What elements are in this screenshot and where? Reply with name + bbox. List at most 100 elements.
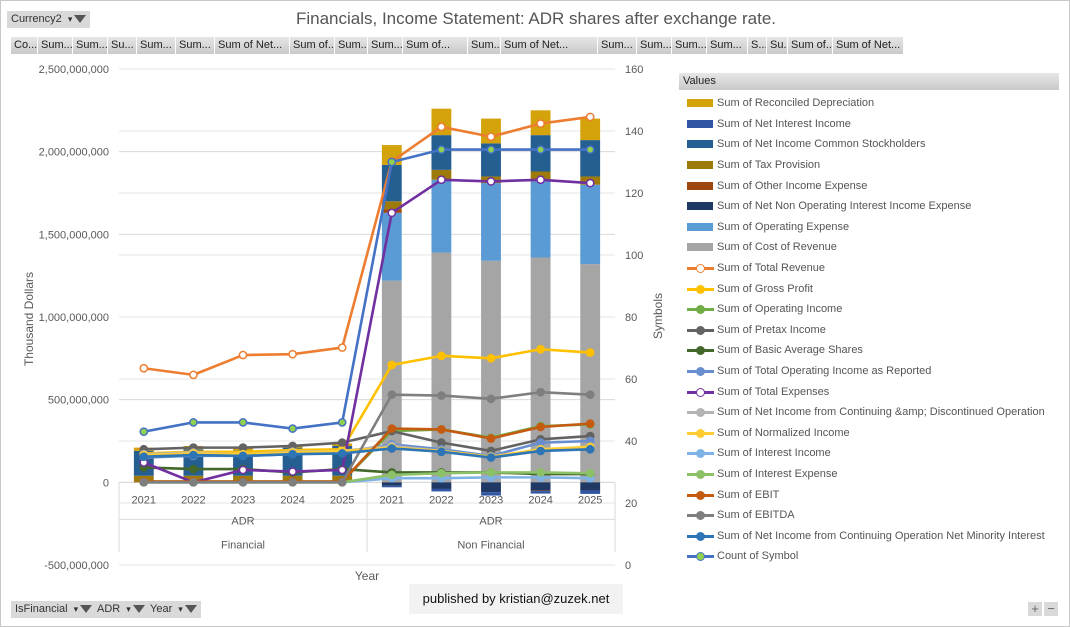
legend-label: Sum of Net Interest Income [717,117,851,130]
legend-item[interactable]: Sum of Net Income from Continuing &amp; … [687,402,1045,423]
line-marker-icon [687,529,714,543]
x-tick-label: 2021 [132,494,156,506]
value-field-button[interactable]: Sum... [598,37,636,54]
legend-item[interactable]: Sum of Net Non Operating Interest Income… [687,196,1045,217]
value-field-button[interactable]: Su... [108,37,136,54]
legend-item[interactable]: Sum of Net Income Common Stockholders [687,134,1045,155]
legend-item[interactable]: Sum of Basic Average Shares [687,340,1045,361]
value-field-button[interactable]: Sum... [73,37,107,54]
legend-item[interactable]: Sum of EBIT [687,484,1045,505]
y2-axis-title: Symbols [651,293,665,339]
value-field-button[interactable]: Sum of Net... [215,37,289,54]
series-marker [585,348,595,357]
dropdown-arrow-icon: ▾ [73,604,79,614]
legend-item[interactable]: Sum of Total Revenue [687,258,1045,279]
series-marker [189,370,198,380]
x-tick-label: 2022 [429,494,453,506]
value-field-button[interactable]: Sum... [468,37,500,54]
legend-label: Sum of Basic Average Shares [717,344,863,357]
value-field-button[interactable]: Su... [767,37,787,54]
legend-label: Sum of Net Income from Continuing Operat… [717,529,1045,542]
series-marker [585,390,595,400]
legend-item[interactable]: Sum of Gross Profit [687,278,1045,299]
value-field-button[interactable]: Sum... [176,37,214,54]
series-marker [288,477,297,487]
value-field-button[interactable]: Co... [11,37,37,54]
value-field-button[interactable]: Sum... [707,37,747,54]
legend-item[interactable]: Sum of Total Expenses [687,381,1045,402]
legend-item[interactable]: Sum of Reconciled Depreciation [687,93,1045,114]
value-field-button[interactable]: Sum... [335,37,367,54]
collapse-field-button[interactable]: − [1044,602,1058,616]
legend-item[interactable]: Sum of Interest Income [687,443,1045,464]
line-marker-icon [687,364,714,378]
legend-item[interactable]: Sum of Cost of Revenue [687,237,1045,258]
currency2-filter-button[interactable]: Currency2 ▾ [7,11,91,28]
value-field-button[interactable]: Sum... [672,37,706,54]
adr-field-button[interactable]: ADR ▾ [93,601,149,618]
bar-segment [481,118,501,144]
value-field-button[interactable]: Sum of Net... [833,37,903,54]
series-marker [536,422,545,432]
series-marker [585,145,595,154]
bar-segment [381,485,402,488]
value-field-button[interactable]: Sum of... [290,37,334,54]
series-line [143,115,591,377]
series-marker [288,467,297,476]
bar-swatch-icon [687,158,714,172]
bar-segment [530,491,551,494]
legend-label: Sum of Cost of Revenue [717,241,837,254]
line-marker-icon [687,261,714,275]
legend-label: Sum of Reconciled Depreciation [717,97,875,110]
series-marker [437,175,446,185]
bar-segment [530,181,551,258]
series-marker [238,477,248,487]
legend-header[interactable]: Values [679,73,1059,90]
series-line [143,178,591,484]
legend-item[interactable]: Sum of Operating Expense [687,217,1045,238]
filter-icon [74,15,87,24]
series-marker [486,468,496,477]
y-tick-label: 500,000,000 [48,395,109,407]
legend-item[interactable]: Sum of Normalized Income [687,423,1045,444]
legend-label: Sum of Gross Profit [717,282,813,295]
isfinancial-field-label: IsFinancial [15,603,68,615]
series-marker [437,425,446,434]
expand-field-button[interactable]: + [1028,602,1042,616]
published-by-label: published by kristian@zuzek.net [409,584,623,614]
value-field-button[interactable]: Sum... [637,37,671,54]
bar-segment [481,143,501,177]
isfinancial-field-button[interactable]: IsFinancial ▾ [11,601,97,618]
legend-label: Sum of Net Income Common Stockholders [717,138,926,151]
value-field-button[interactable]: Sum of... [403,37,467,54]
series-marker [238,465,248,475]
value-field-button[interactable]: Sum... [368,37,402,54]
bar-segment [580,264,601,483]
legend-item[interactable]: Sum of Operating Income [687,299,1045,320]
value-field-button[interactable]: S... [748,37,766,54]
bar-swatch-icon [687,199,714,213]
line-marker-icon [687,446,714,460]
value-field-button[interactable]: Sum of... [788,37,832,54]
x-tick-label: 2025 [330,494,354,506]
year-field-button[interactable]: Year ▾ [146,601,201,618]
series-marker [189,464,198,474]
legend-item[interactable]: Sum of EBITDA [687,505,1045,526]
legend-item[interactable]: Sum of Net Interest Income [687,114,1045,135]
legend-item[interactable]: Sum of Tax Provision [687,155,1045,176]
chart-title: Financials, Income Statement: ADR shares… [295,9,777,28]
legend-item[interactable]: Count of Symbol [687,546,1045,567]
legend-item[interactable]: Sum of Net Income from Continuing Operat… [687,525,1045,546]
value-field-button[interactable]: Sum... [38,37,72,54]
legend-item[interactable]: Sum of Pretax Income [687,320,1045,341]
legend-item[interactable]: Sum of Interest Expense [687,464,1045,485]
y2-tick-label: 0 [625,560,631,572]
legend-item[interactable]: Sum of Total Operating Income as Reporte… [687,361,1045,382]
series-marker [437,468,446,478]
series-marker [189,450,198,460]
series-marker [337,465,347,475]
series-marker [486,132,496,142]
value-field-button[interactable]: Sum of Net... [501,37,597,54]
legend-item[interactable]: Sum of Other Income Expense [687,175,1045,196]
value-field-button[interactable]: Sum... [137,37,175,54]
